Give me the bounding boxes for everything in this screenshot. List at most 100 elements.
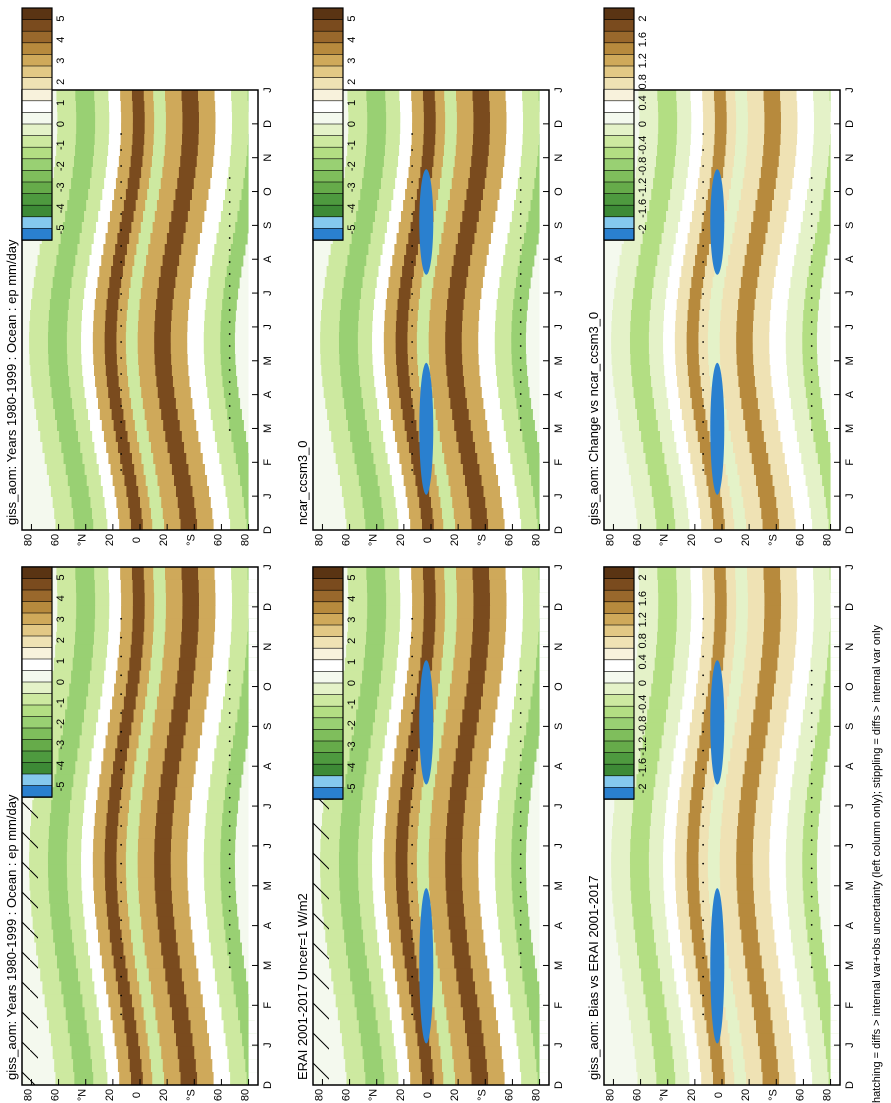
- contour-band: [677, 288, 691, 300]
- contour-band: [49, 890, 69, 905]
- contour-band: [784, 453, 802, 465]
- contour-band: [626, 994, 647, 1008]
- contour-band: [147, 486, 160, 498]
- contour-band: [713, 90, 727, 102]
- contour-band: [153, 453, 171, 465]
- contour-band: [248, 1007, 259, 1021]
- contour-band: [151, 644, 165, 659]
- contour-band: [726, 266, 744, 278]
- contour-band: [738, 299, 756, 311]
- contour-band: [144, 266, 162, 278]
- contour-band: [248, 722, 259, 736]
- contour-band: [734, 519, 747, 531]
- contour-band: [495, 838, 513, 853]
- contour-band: [69, 376, 84, 388]
- contour-band: [675, 365, 689, 377]
- contour-band: [197, 631, 215, 646]
- contour-band: [333, 442, 353, 454]
- contour-band: [174, 475, 192, 487]
- contour-band: [150, 508, 164, 520]
- contour-band: [474, 735, 492, 749]
- contour-band: [442, 644, 456, 659]
- contour-band: [675, 321, 688, 333]
- contour-band: [668, 1020, 684, 1034]
- stipple-dot: [702, 437, 705, 439]
- contour-band: [188, 1007, 206, 1021]
- colorbar-label: 2: [637, 15, 649, 21]
- contour-band: [787, 813, 805, 827]
- contour-band: [681, 774, 694, 788]
- contour-band: [814, 735, 830, 749]
- stipple-dot: [519, 740, 522, 743]
- contour-band: [428, 838, 446, 853]
- contour-band: [449, 277, 467, 289]
- contour-band: [736, 211, 754, 223]
- contour-band: [158, 277, 176, 289]
- contour-band: [372, 722, 388, 736]
- contour-band: [146, 955, 164, 969]
- contour-band: [47, 851, 68, 866]
- contour-band: [786, 890, 804, 905]
- colorbar-swatch: [312, 671, 344, 684]
- contour-band: [210, 942, 228, 956]
- contour-band: [410, 222, 423, 234]
- contour-band: [663, 310, 677, 322]
- contour-band: [106, 1059, 119, 1073]
- contour-band: [124, 1020, 137, 1034]
- contour-band: [661, 233, 677, 245]
- contour-band: [830, 90, 841, 102]
- contour-band: [411, 101, 425, 113]
- contour-band: [220, 851, 235, 866]
- contour-band: [678, 387, 691, 399]
- contour-band: [429, 354, 447, 366]
- contour-band: [729, 1033, 742, 1047]
- contour-band: [632, 189, 652, 201]
- contour-band: [676, 90, 691, 102]
- contour-band: [248, 592, 259, 607]
- contour-band: [430, 981, 443, 995]
- contour-band: [830, 233, 841, 245]
- contour-band: [653, 277, 669, 289]
- contour-band: [71, 178, 91, 190]
- contour-band: [339, 343, 359, 355]
- contour-band: [489, 592, 507, 607]
- contour-band: [604, 321, 612, 333]
- contour-band: [732, 233, 750, 245]
- contour-band: [471, 1072, 489, 1086]
- contour-band: [723, 657, 734, 672]
- contour-band: [69, 1033, 90, 1047]
- contour-band: [673, 508, 689, 520]
- contour-band: [830, 1059, 841, 1073]
- contour-band: [406, 431, 420, 443]
- stipple-dot: [702, 636, 705, 639]
- contour-band: [809, 942, 824, 956]
- contour-band: [747, 618, 765, 633]
- contour-band: [612, 310, 632, 322]
- contour-band: [795, 519, 813, 531]
- contour-band: [772, 288, 790, 300]
- contour-band: [494, 864, 512, 879]
- contour-band: [437, 761, 455, 775]
- contour-band: [702, 567, 715, 581]
- panel-title: ncar_ccsm3_0: [295, 440, 310, 525]
- contour-band: [780, 134, 798, 146]
- contour-band: [656, 156, 676, 168]
- contour-band: [701, 1072, 714, 1086]
- contour-band: [179, 761, 197, 775]
- contour-band: [452, 409, 470, 421]
- contour-band: [511, 354, 527, 366]
- contour-band: [708, 354, 721, 366]
- contour-band: [198, 605, 216, 620]
- stipple-dot: [120, 437, 123, 439]
- stipple-dot: [810, 357, 813, 359]
- colorbar-swatch: [603, 705, 635, 719]
- contour-band: [539, 222, 550, 234]
- contour-band: [135, 200, 146, 212]
- contour-band: [46, 1007, 67, 1021]
- contour-band: [142, 277, 160, 289]
- contour-band: [96, 453, 109, 465]
- contour-band: [313, 299, 323, 311]
- contour-band: [51, 916, 71, 931]
- contour-band: [382, 244, 395, 256]
- contour-band: [505, 145, 523, 157]
